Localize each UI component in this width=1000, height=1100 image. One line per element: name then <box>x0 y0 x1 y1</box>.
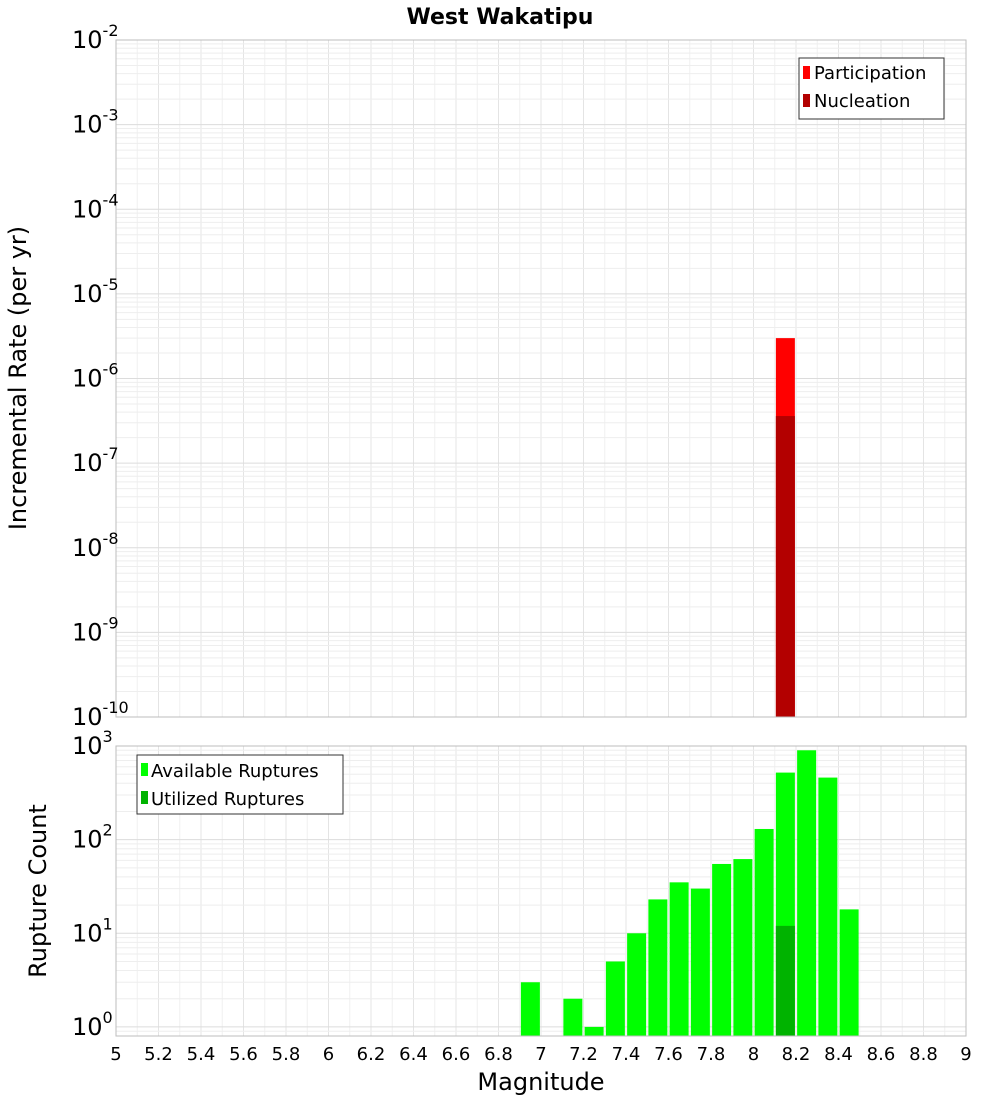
legend-utilized-swatch <box>141 791 148 804</box>
bottom-panel: 103 102 101 100 5 5.2 5.4 5.6 5.8 6 6.2 6.4 6.6 6.8 7… <box>24 727 972 1096</box>
bottom-y-tick-labels: 103 102 101 100 <box>72 727 113 1041</box>
bottom-legend: Available Ruptures Utilized Ruptures <box>136 754 344 815</box>
top-y-tick-label: 10-3 <box>72 106 119 139</box>
x-tick-label: 8.6 <box>867 1044 896 1065</box>
bottom-y-tick-label: 103 <box>72 727 113 760</box>
bar-available-ruptures <box>754 828 774 1036</box>
bar-available-ruptures <box>627 933 647 1036</box>
top-y-tick-label: 10-10 <box>72 698 129 731</box>
x-tick-label: 8.2 <box>782 1044 811 1065</box>
x-tick-label: 8.4 <box>824 1044 853 1065</box>
top-legend: Participation Nucleation <box>798 57 945 120</box>
legend-nucleation-label: Nucleation <box>814 91 910 112</box>
top-y-tick-label: 10-4 <box>72 190 119 223</box>
bar-available-ruptures <box>584 1026 604 1036</box>
legend-participation-label: Participation <box>814 63 926 84</box>
bottom-legend-box <box>136 754 344 815</box>
x-tick-label: 5 <box>110 1044 121 1065</box>
x-tick-label: 5.6 <box>229 1044 258 1065</box>
legend-available-label: Available Ruptures <box>151 761 319 782</box>
top-y-tick-label: 10-5 <box>72 275 119 308</box>
bar-nucleation <box>775 416 795 717</box>
top-y-tick-label: 10-8 <box>72 529 119 562</box>
top-y-tick-label: 10-2 <box>72 21 119 54</box>
bottom-y-tick-label: 100 <box>72 1008 113 1041</box>
bar-available-ruptures <box>669 882 689 1036</box>
top-legend-box <box>798 57 945 120</box>
bar-available-ruptures <box>648 899 668 1036</box>
top-y-tick-labels: 10-2 10-3 10-4 10-5 10-6 10-7 10-8 10-9 10-10 <box>72 21 129 731</box>
x-tick-label: 5.2 <box>144 1044 173 1065</box>
top-plot-frame <box>115 39 967 718</box>
bar-available-ruptures <box>712 863 732 1036</box>
top-y-tick-label: 10-9 <box>72 613 119 646</box>
bar-available-ruptures <box>839 909 859 1036</box>
legend-available-swatch <box>141 763 148 776</box>
top-y-tick-label: 10-6 <box>72 360 119 393</box>
x-tick-label: 7.4 <box>612 1044 641 1065</box>
top-gridlines <box>115 39 967 718</box>
bar-available-ruptures <box>520 982 540 1036</box>
x-tick-label: 8 <box>748 1044 759 1065</box>
x-tick-label: 5.4 <box>187 1044 216 1065</box>
chart-title: West Wakatipu <box>407 5 594 30</box>
x-tick-label: 8.8 <box>909 1044 938 1065</box>
top-bars <box>775 338 795 717</box>
bar-available-ruptures <box>563 998 583 1036</box>
x-axis-label: Magnitude <box>477 1068 604 1096</box>
x-tick-label: 6.6 <box>442 1044 471 1065</box>
bar-available-ruptures <box>818 777 838 1036</box>
top-y-tick-label: 10-7 <box>72 444 119 477</box>
bar-available-ruptures <box>797 750 817 1036</box>
x-tick-label: 6 <box>323 1044 334 1065</box>
x-tick-label: 7.6 <box>654 1044 683 1065</box>
legend-participation-swatch <box>803 66 810 79</box>
x-tick-labels: 5 5.2 5.4 5.6 5.8 6 6.2 6.4 6.6 6.8 7 7.2 7.4 7.6 7.8 8… <box>110 1044 971 1065</box>
bar-utilized-ruptures <box>775 925 795 1036</box>
legend-nucleation-swatch <box>803 94 810 107</box>
x-tick-label: 6.2 <box>357 1044 386 1065</box>
x-tick-label: 6.4 <box>399 1044 428 1065</box>
bottom-bars <box>520 750 859 1036</box>
legend-utilized-label: Utilized Ruptures <box>151 789 304 810</box>
bottom-plot-frame <box>115 745 967 1037</box>
bottom-y-axis-label: Rupture Count <box>24 804 52 978</box>
bottom-y-tick-label: 102 <box>72 821 113 854</box>
x-tick-label: 7 <box>535 1044 546 1065</box>
top-panel: 10-2 10-3 10-4 10-5 10-6 10-7 10-8 10-9 10-10 In… <box>4 21 967 731</box>
x-tick-label: 6.8 <box>484 1044 513 1065</box>
x-tick-label: 5.8 <box>272 1044 301 1065</box>
bar-available-ruptures <box>690 888 710 1036</box>
x-tick-label: 9 <box>960 1044 971 1065</box>
bottom-y-tick-label: 101 <box>72 914 113 947</box>
top-y-axis-label: Incremental Rate (per yr) <box>4 226 32 530</box>
bar-available-ruptures <box>605 961 625 1036</box>
x-tick-label: 7.8 <box>697 1044 726 1065</box>
x-tick-label: 7.2 <box>569 1044 598 1065</box>
bar-available-ruptures <box>733 859 753 1036</box>
